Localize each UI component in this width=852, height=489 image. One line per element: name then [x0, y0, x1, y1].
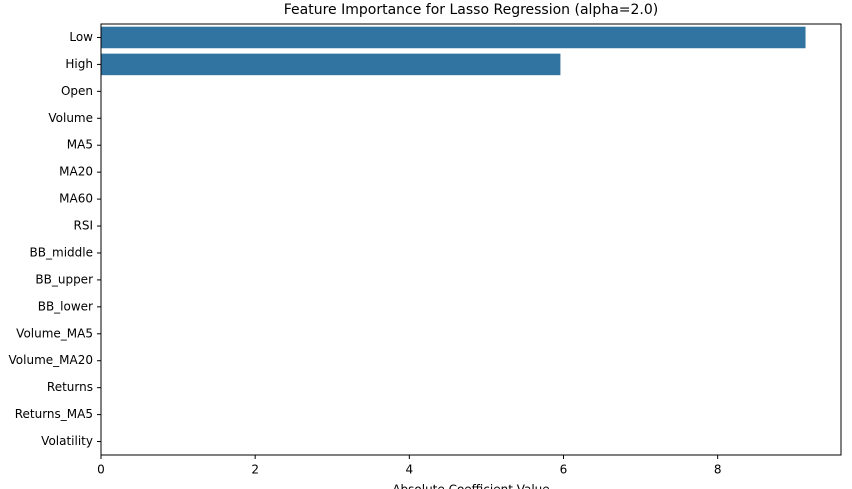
x-tick-label: 8: [714, 463, 722, 477]
y-tick-label: BB_lower: [38, 299, 93, 313]
y-tick-label: MA5: [67, 138, 93, 152]
plot-frame: [100, 23, 842, 456]
y-tick-label: BB_middle: [30, 245, 93, 259]
bar: [101, 26, 806, 49]
y-tick-label: MA60: [59, 192, 93, 206]
x-tick-label: 4: [406, 463, 414, 477]
x-tick-label: 0: [97, 463, 105, 477]
y-tick-label: Volatility: [41, 434, 93, 448]
chart-title: Feature Importance for Lasso Regression …: [284, 2, 658, 18]
bar: [101, 53, 561, 76]
y-tick-label: Returns_MA5: [15, 407, 93, 421]
x-axis-label: Absolute Coefficient Value: [392, 483, 549, 489]
x-tick-label: 6: [560, 463, 568, 477]
y-tick-label: Returns: [47, 380, 93, 394]
y-tick-label: RSI: [74, 219, 94, 233]
y-tick-label: High: [65, 57, 93, 71]
x-tick-label: 2: [251, 463, 259, 477]
y-tick-label: Volume_MA20: [9, 353, 93, 367]
y-tick-label: MA20: [59, 165, 93, 179]
y-tick-label: Open: [61, 84, 93, 98]
y-tick-label: Volume_MA5: [16, 326, 93, 340]
y-tick-label: Volume: [48, 111, 93, 125]
y-tick-label: Low: [69, 30, 93, 44]
y-tick-label: BB_upper: [35, 272, 93, 286]
